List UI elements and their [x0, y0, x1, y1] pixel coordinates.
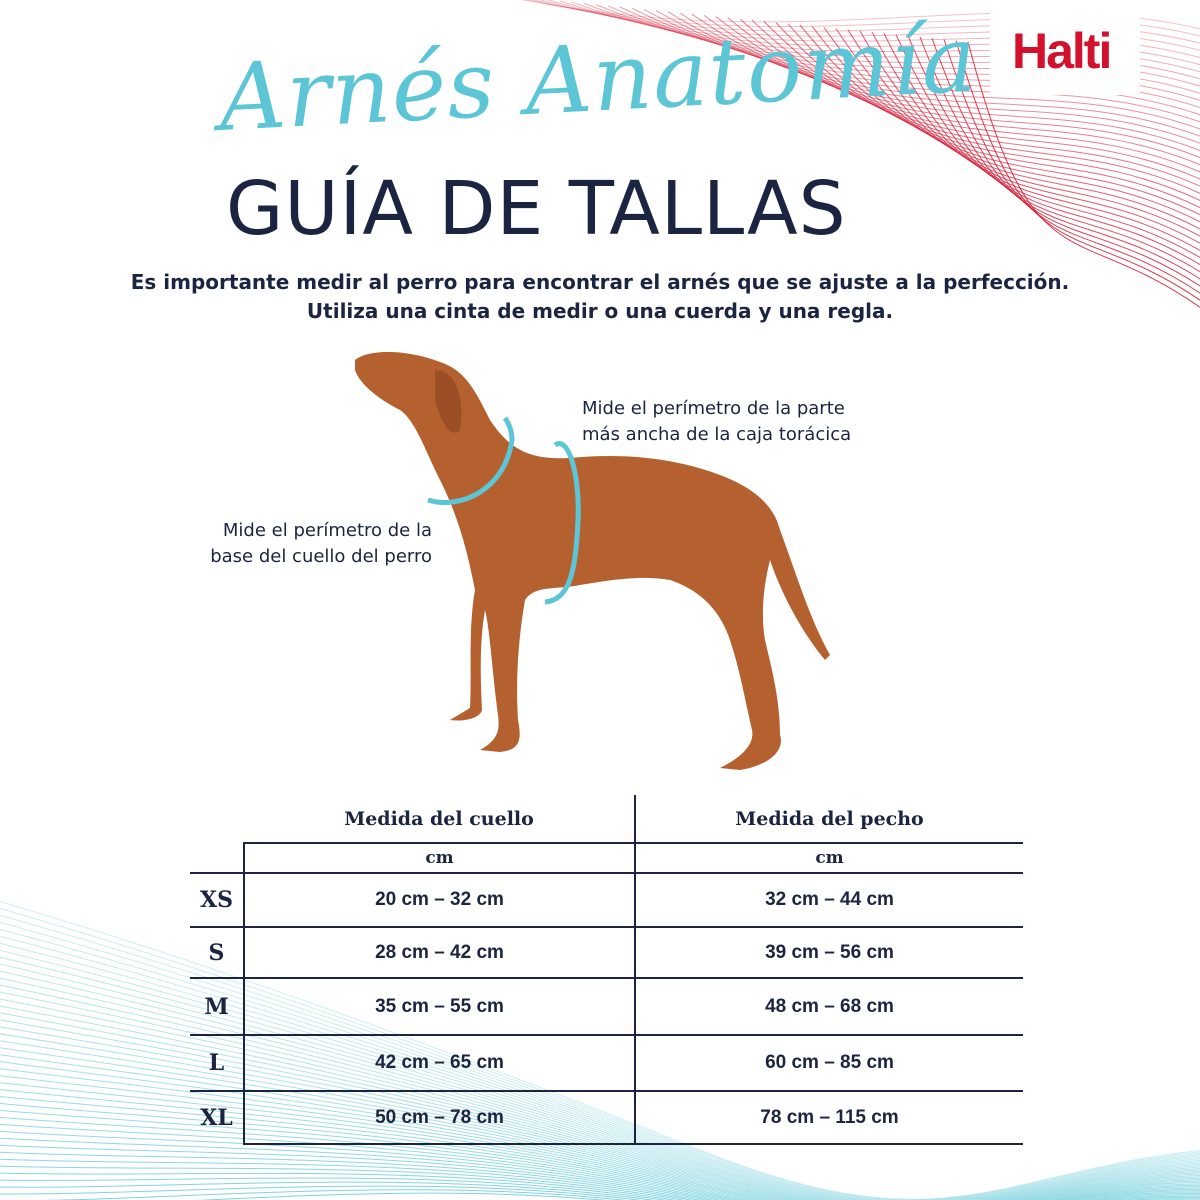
chest-value: 48 cm – 68 cm: [634, 978, 1023, 1036]
red-wave-line: [655, 10, 1200, 123]
chest-value: 32 cm – 44 cm: [634, 873, 1023, 928]
red-wave-line: [703, 14, 1200, 152]
red-wave-line: [679, 12, 1200, 137]
teal-wave-line: [0, 1075, 1200, 1200]
teal-wave-line: [0, 1144, 1200, 1200]
red-wave-line: [895, 34, 1200, 266]
red-wave-line: [787, 23, 1200, 202]
neck-measure-note: Mide el perímetro de la base del cuello …: [188, 518, 432, 570]
red-wave-line: [919, 36, 1200, 280]
teal-wave-line: [0, 1116, 1200, 1200]
red-wave-line: [775, 22, 1200, 194]
size-table: Medida del cuello Medida del pecho cm cm…: [190, 795, 1023, 1145]
table-row: M 35 cm – 55 cm 48 cm – 68 cm: [190, 978, 1023, 1036]
intro-line-1: Es importante medir al perro para encont…: [130, 270, 1070, 294]
dog-body: [355, 351, 830, 770]
teal-wave-line: [0, 1172, 677, 1200]
table-row: XS 20 cm – 32 cm 32 cm – 44 cm: [190, 873, 1023, 928]
teal-wave-line: [0, 970, 1200, 1200]
red-wave-line: [859, 30, 1200, 244]
size-label: XL: [200, 1105, 233, 1131]
neck-measure-arrow: [427, 416, 515, 505]
red-wave-line: [883, 33, 1200, 259]
red-wave-line: [823, 27, 1200, 223]
red-wave-line: [643, 8, 1200, 116]
size-label: M: [190, 978, 244, 1036]
chest-value: 60 cm – 85 cm: [634, 1035, 1023, 1092]
chest-value: 39 cm – 56 cm: [634, 927, 1023, 979]
neck-note-line-2: base del cuello del perro: [210, 546, 432, 567]
teal-wave-line: [0, 963, 1200, 1200]
logo-box: [990, 0, 1140, 95]
red-wave-line: [847, 29, 1200, 237]
red-wave-line: [931, 38, 1200, 287]
neck-value: 50 cm – 78 cm: [243, 1091, 635, 1145]
teal-wave-line: [0, 1082, 1200, 1200]
neck-header: Medida del cuello: [244, 795, 635, 844]
teal-wave-line: [0, 935, 1200, 1200]
teal-wave-line: [0, 1165, 685, 1200]
red-wave-line: [907, 35, 1200, 273]
teal-wave-line: [41, 1189, 627, 1200]
teal-wave-line: [0, 977, 1200, 1200]
teal-wave-line: [0, 1181, 656, 1200]
red-wave-line: [967, 41, 1200, 308]
red-wave-line: [799, 24, 1200, 209]
chest-measure-arrow: [544, 441, 581, 605]
dog-illustration: [355, 351, 830, 770]
size-label: S: [190, 927, 244, 979]
teal-wave-line: [0, 928, 1200, 1200]
teal-wave-line: [0, 942, 1200, 1200]
red-wave-line: [763, 21, 1200, 187]
chest-note-line-2: más ancha de la caja torácica: [582, 424, 852, 445]
halti-logo: Halti: [1012, 23, 1112, 79]
red-wave-line: [751, 19, 1200, 180]
table-row: S 28 cm – 42 cm 39 cm – 56 cm: [190, 927, 1023, 979]
dog-ear: [435, 370, 462, 433]
chest-value: 78 cm – 115 cm: [634, 1091, 1023, 1145]
teal-wave-line: [0, 1137, 1200, 1200]
neck-unit: cm: [243, 843, 635, 874]
red-wave-line: [811, 25, 1200, 216]
red-wave-line: [739, 18, 1200, 173]
size-label: L: [190, 1035, 244, 1092]
red-wave-line: [871, 31, 1200, 252]
neck-value: 35 cm – 55 cm: [243, 978, 635, 1036]
chest-measure-note: Mide el perímetro de la parte más ancha …: [582, 396, 851, 448]
chest-unit: cm: [634, 843, 1023, 874]
teal-wave-line: [0, 949, 1200, 1200]
teal-wave-line: [0, 1185, 643, 1200]
intro-line-2: Utiliza una cinta de medir o una cuerda …: [306, 299, 894, 323]
teal-wave-line: [0, 1130, 1200, 1200]
red-wave-line: [727, 17, 1200, 166]
size-label: XS: [190, 873, 244, 928]
teal-wave-line: [0, 1109, 1200, 1200]
neck-value: 42 cm – 65 cm: [243, 1035, 635, 1092]
page-title: GUÍA DE TALLAS: [226, 166, 847, 252]
red-wave-line: [955, 40, 1200, 301]
teal-wave-line: [0, 1158, 694, 1200]
red-wave-line: [715, 16, 1200, 159]
chest-note-line-1: Mide el perímetro de la parte: [582, 398, 845, 419]
red-wave-line: [943, 39, 1200, 294]
chest-header: Medida del pecho: [634, 795, 1023, 844]
teal-wave-line: [0, 1102, 1200, 1200]
teal-wave-line: [0, 1151, 1200, 1200]
neck-value: 28 cm – 42 cm: [243, 927, 635, 979]
teal-wave-line: [0, 1177, 667, 1200]
neck-note-line-1: Mide el perímetro de la: [222, 520, 432, 541]
intro-text: Es importante medir al perro para encont…: [0, 268, 1200, 326]
teal-wave-line: [0, 1089, 1200, 1200]
teal-wave-line: [0, 984, 1200, 1200]
red-wave-line: [667, 11, 1200, 130]
teal-wave-line: [0, 1068, 1200, 1200]
table-row: L 42 cm – 65 cm 60 cm – 85 cm: [190, 1035, 1023, 1092]
teal-wave-line: [0, 1123, 1200, 1200]
teal-wave-line: [0, 956, 1200, 1200]
neck-value: 20 cm – 32 cm: [243, 873, 635, 928]
teal-wave-line: [0, 1095, 1200, 1200]
table-row: XL 50 cm – 78 cm 78 cm – 115 cm: [190, 1091, 1023, 1145]
